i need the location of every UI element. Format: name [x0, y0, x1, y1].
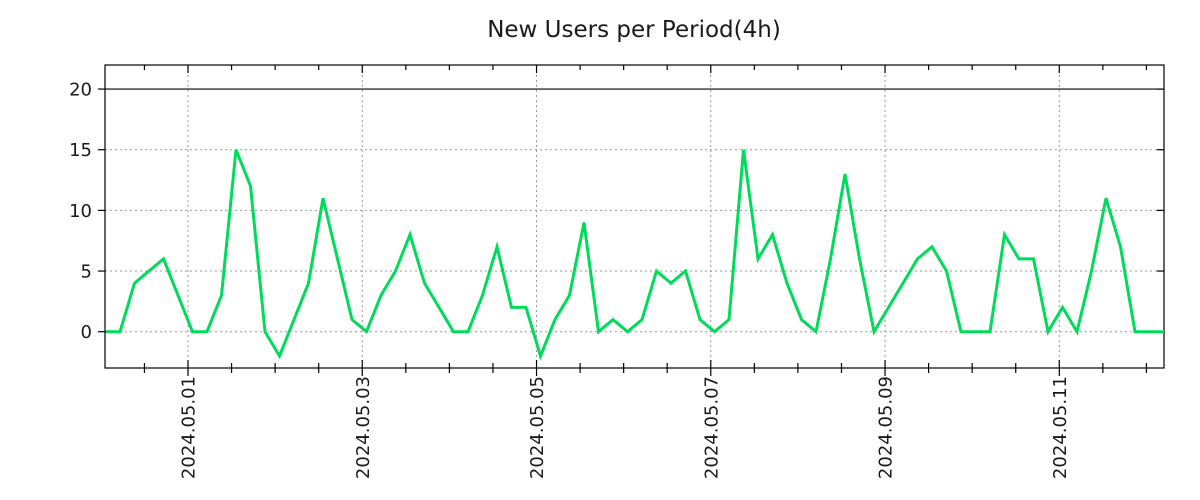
gridlines-layer [105, 65, 1164, 368]
data-series-layer [105, 149, 1164, 361]
tick-labels-layer: 0 5 10 15 20 2024.05.01 2024.05.03 2024.05.05 20… [69, 80, 1071, 480]
y-tick-label: 0 [81, 322, 92, 343]
x-tick-label: 2024.05.03 [353, 376, 374, 479]
y-tick-label: 5 [81, 262, 92, 283]
x-tick-label: 2024.05.05 [527, 376, 548, 479]
axes-layer [98, 64, 1165, 376]
y-tick-label: 10 [69, 201, 92, 222]
y-tick-label: 20 [69, 80, 92, 101]
y-tick-label: 15 [69, 140, 92, 161]
data-line [105, 149, 1164, 361]
x-tick-label: 2024.05.01 [179, 376, 200, 479]
x-tick-label: 2024.05.09 [876, 376, 897, 479]
chart-title: New Users per Period(4h) [487, 17, 781, 43]
x-tick-label: 2024.05.11 [1050, 376, 1071, 479]
plot-border [104, 64, 1165, 369]
x-tick-label: 2024.05.07 [701, 376, 722, 479]
